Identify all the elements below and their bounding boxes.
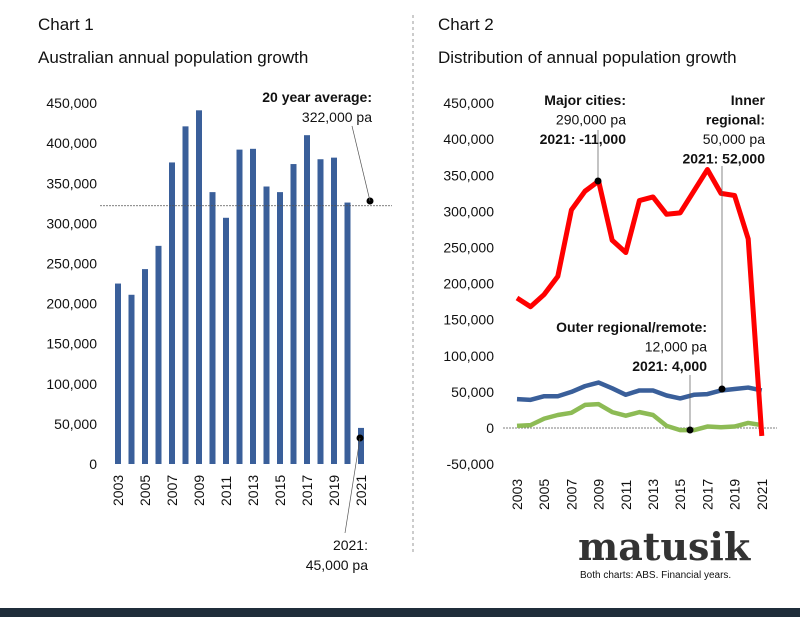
- last-pointer: [344, 437, 361, 534]
- x-tick-label: 2013: [645, 479, 661, 510]
- bar-2005: [142, 269, 148, 464]
- y-tick-label: 450,000: [443, 95, 494, 111]
- x-tick-label: 2021: [754, 479, 770, 510]
- chart2-title: Chart 2: [438, 15, 494, 34]
- major-annotation: 2021: -11,000: [540, 131, 627, 147]
- major-annotation: Major cities:: [544, 92, 626, 108]
- average-annotation: 20 year average:: [262, 89, 372, 105]
- x-tick-label: 2019: [727, 479, 743, 510]
- bar-2013: [250, 148, 256, 464]
- bar-2003: [115, 283, 121, 464]
- bar-2019: [331, 157, 337, 465]
- bar-2010: [209, 192, 216, 464]
- last-annotation: 2021:: [333, 537, 368, 553]
- y-tick-label: 300,000: [443, 203, 494, 219]
- x-tick-label: 2011: [218, 476, 234, 506]
- outer-annotation: 12,000 pa: [645, 339, 707, 355]
- x-tick-label: 2019: [326, 475, 342, 506]
- inner-marker: [718, 385, 726, 393]
- average-pointer: [351, 125, 371, 202]
- x-tick-label: 2013: [245, 475, 261, 506]
- source-note: Both charts: ABS. Financial years.: [580, 570, 731, 581]
- y-tick-label: 200,000: [46, 296, 97, 312]
- y-tick-label: 0: [486, 420, 494, 436]
- outer-annotation: 2021: 4,000: [632, 358, 707, 374]
- x-tick-label: 2003: [509, 479, 525, 510]
- taskbar: [0, 608, 800, 617]
- bar-2018: [317, 159, 324, 465]
- y-tick-label: 50,000: [451, 384, 494, 400]
- inner-annotation: 2021: 52,000: [682, 151, 765, 167]
- x-tick-label: 2021: [353, 475, 369, 506]
- bar-2014: [263, 186, 270, 464]
- bar-2015: [277, 192, 283, 464]
- inner-annotation: Inner: [731, 92, 766, 108]
- x-tick-label: 2011: [618, 480, 634, 510]
- chart2-subtitle: Distribution of annual population growth: [438, 48, 737, 67]
- x-tick-label: 2007: [563, 479, 579, 510]
- bar-2012: [236, 149, 243, 464]
- x-tick-label: 2005: [536, 479, 552, 510]
- x-tick-label: 2007: [164, 475, 180, 506]
- bar-2004: [128, 294, 135, 464]
- x-tick-label: 2009: [591, 479, 607, 510]
- inner-annotation: 50,000 pa: [703, 131, 765, 147]
- y-tick-label: 400,000: [443, 131, 494, 147]
- y-tick-label: 400,000: [46, 135, 97, 151]
- x-tick-label: 2015: [672, 479, 688, 510]
- average-annotation: 322,000 pa: [302, 109, 372, 125]
- bar-2009: [196, 110, 202, 465]
- y-tick-label: 250,000: [443, 240, 494, 256]
- bar-2021: [358, 427, 364, 464]
- outer-annotation: Outer regional/remote:: [556, 319, 707, 335]
- y-tick-label: 100,000: [46, 376, 97, 392]
- major-marker: [594, 177, 602, 185]
- x-tick-label: 2015: [272, 475, 288, 506]
- bar-2017: [304, 135, 310, 464]
- last-annotation: 45,000 pa: [306, 557, 368, 573]
- x-tick-label: 2009: [191, 475, 207, 506]
- chart1-subtitle: Australian annual population growth: [38, 48, 308, 67]
- matusik-logo: matusik: [578, 524, 751, 569]
- x-tick-label: 2017: [299, 475, 315, 506]
- y-tick-label: 350,000: [443, 167, 494, 183]
- x-tick-label: 2005: [137, 475, 153, 506]
- x-tick-label: 2003: [110, 475, 126, 506]
- bar-2016: [290, 164, 297, 464]
- major-annotation: 290,000 pa: [556, 112, 626, 128]
- y-tick-label: -50,000: [447, 456, 495, 472]
- y-tick-label: 450,000: [46, 95, 97, 111]
- outer-marker: [686, 426, 694, 434]
- chart1-title: Chart 1: [38, 15, 94, 34]
- inner-annotation: regional:: [706, 112, 765, 128]
- x-tick-label: 2017: [699, 479, 715, 510]
- y-tick-label: 150,000: [46, 336, 97, 352]
- y-tick-label: 200,000: [443, 276, 494, 292]
- y-tick-label: 100,000: [443, 348, 494, 364]
- bar-2006: [155, 245, 162, 464]
- series-line-outer: [516, 401, 763, 433]
- bar-2020: [344, 202, 351, 464]
- bar-2007: [169, 162, 175, 464]
- y-tick-label: 250,000: [46, 256, 97, 272]
- y-tick-label: 0: [89, 456, 97, 472]
- y-tick-label: 300,000: [46, 215, 97, 231]
- series-line-inner: [516, 380, 763, 403]
- y-tick-label: 350,000: [46, 175, 97, 191]
- bar-2008: [182, 126, 189, 464]
- y-tick-label: 150,000: [443, 312, 494, 328]
- bar-2011: [223, 217, 229, 464]
- series-line-major: [515, 167, 765, 437]
- y-tick-label: 50,000: [54, 416, 97, 432]
